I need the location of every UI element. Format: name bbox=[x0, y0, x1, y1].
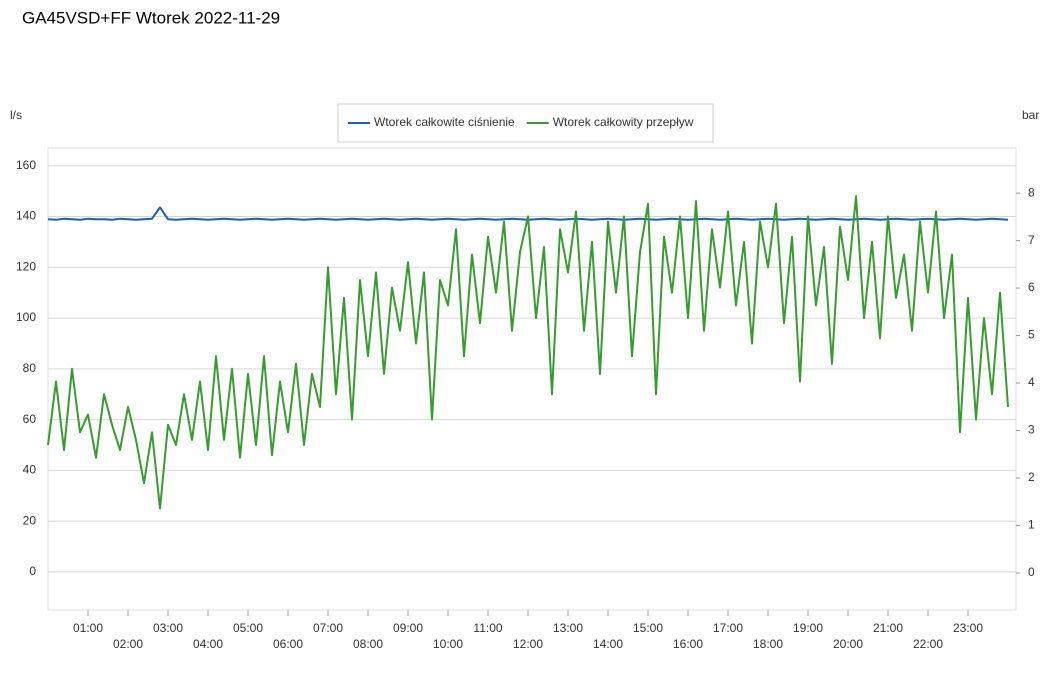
y2-tick-label: 8 bbox=[1028, 185, 1035, 199]
y2-tick-label: 6 bbox=[1028, 280, 1035, 294]
x-tick-label: 10:00 bbox=[433, 637, 463, 651]
x-tick-label: 16:00 bbox=[673, 637, 703, 651]
y-tick-label: 120 bbox=[16, 259, 36, 273]
x-tick-label: 21:00 bbox=[873, 621, 903, 635]
x-tick-label: 09:00 bbox=[393, 621, 423, 635]
x-tick-label: 11:00 bbox=[473, 621, 502, 635]
x-tick-label: 01:00 bbox=[73, 621, 103, 635]
y2-tick-label: 0 bbox=[1028, 565, 1035, 579]
y-axis-label: l/s bbox=[10, 108, 22, 122]
y-tick-label: 100 bbox=[16, 310, 36, 324]
x-tick-label: 03:00 bbox=[153, 621, 183, 635]
plot-area bbox=[47, 147, 1017, 611]
x-tick-label: 22:00 bbox=[913, 637, 943, 651]
x-tick-label: 23:00 bbox=[953, 621, 983, 635]
x-tick-label: 13:00 bbox=[553, 621, 583, 635]
x-tick-label: 04:00 bbox=[193, 637, 223, 651]
x-tick-label: 18:00 bbox=[753, 637, 783, 651]
x-tick-label: 06:00 bbox=[273, 637, 303, 651]
series-line bbox=[47, 195, 1009, 510]
x-tick-label: 12:00 bbox=[513, 637, 543, 651]
x-tick-label: 07:00 bbox=[313, 621, 343, 635]
y-tick-label: 20 bbox=[23, 513, 37, 527]
y2-tick-label: 2 bbox=[1028, 470, 1035, 484]
y-tick-label: 80 bbox=[23, 361, 37, 375]
x-tick-label: 02:00 bbox=[113, 637, 143, 651]
legend-label: Wtorek całkowite ciśnienie bbox=[374, 115, 515, 129]
x-tick-label: 19:00 bbox=[793, 621, 823, 635]
legend-label: Wtorek całkowity przepływ bbox=[553, 115, 694, 129]
x-tick-label: 14:00 bbox=[593, 637, 623, 651]
x-tick-label: 05:00 bbox=[233, 621, 263, 635]
x-tick-label: 08:00 bbox=[353, 637, 383, 651]
x-tick-label: 20:00 bbox=[833, 637, 863, 651]
x-tick-label: 15:00 bbox=[633, 621, 663, 635]
y2-tick-label: 1 bbox=[1028, 518, 1035, 532]
y-tick-label: 60 bbox=[23, 412, 37, 426]
x-tick-label: 17:00 bbox=[713, 621, 743, 635]
y2-tick-label: 4 bbox=[1028, 375, 1035, 389]
y2-tick-label: 3 bbox=[1028, 423, 1035, 437]
y-tick-label: 140 bbox=[16, 209, 36, 223]
y2-tick-label: 7 bbox=[1028, 233, 1035, 247]
y2-axis-label: bar bbox=[1022, 108, 1039, 122]
y-tick-label: 160 bbox=[16, 158, 36, 172]
y2-tick-label: 5 bbox=[1028, 328, 1035, 342]
legend-box bbox=[337, 103, 714, 143]
chart-title: GA45VSD+FF Wtorek 2022-11-29 bbox=[22, 8, 280, 27]
y-tick-label: 0 bbox=[29, 564, 36, 578]
y-tick-label: 40 bbox=[23, 463, 37, 477]
